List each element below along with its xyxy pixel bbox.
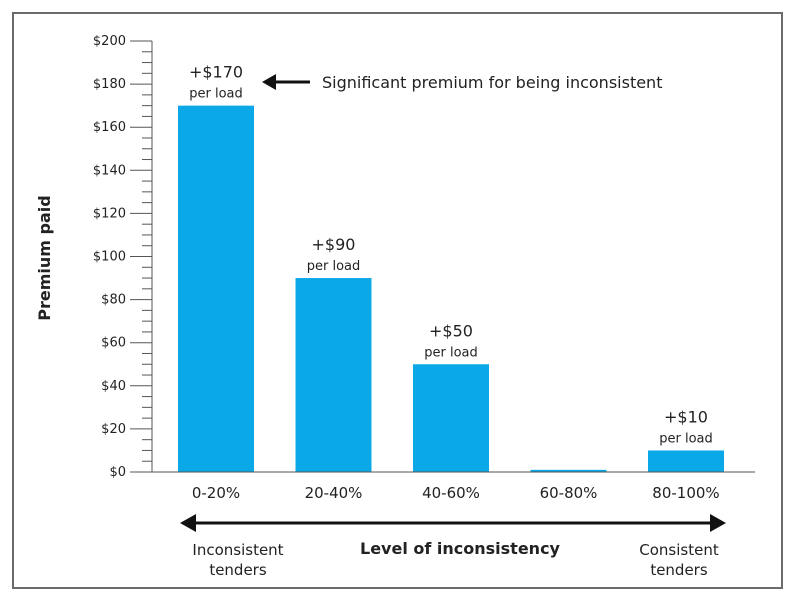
bar-value-label: +$10: [664, 407, 708, 426]
x-tick-label: 20-40%: [305, 484, 363, 502]
y-axis-title: Premium paid: [35, 195, 54, 320]
x-tick-label: 60-80%: [540, 484, 598, 502]
bar-60-80%: [530, 469, 607, 472]
annotation: Significant premium for being inconsiste…: [262, 73, 662, 92]
chart-frame: [12, 12, 783, 589]
x-tick-label: 80-100%: [652, 484, 719, 502]
x-axis: 0-20% 20-40% 40-60% 60-80% 80-100%: [152, 471, 755, 502]
y-tick-label: $180: [93, 77, 126, 92]
bar-unit-label: per load: [189, 87, 243, 102]
y-tick-label: $0: [109, 465, 126, 480]
left-end-label-line2: tenders: [209, 561, 267, 579]
bar-value-label: +$90: [312, 235, 356, 254]
inconsistency-arrow: [180, 514, 726, 532]
bar-value-label: +$50: [429, 321, 473, 340]
y-tick-label: $200: [93, 34, 126, 49]
bar-unit-label: per load: [659, 431, 713, 446]
y-tick-label: $40: [101, 379, 126, 394]
y-tick-label: $120: [93, 206, 126, 221]
double-arrow-left-head: [180, 514, 196, 532]
y-tick-label: $140: [93, 163, 126, 178]
double-arrow-right-head: [710, 514, 726, 532]
bar-0-20%: [178, 105, 254, 473]
annotation-text: Significant premium for being inconsiste…: [322, 73, 662, 92]
bar-40-60%: [413, 364, 489, 472]
bars: +$170 per load +$90 per load +$50 per load +$1…: [178, 63, 724, 473]
bar-20-40%: [295, 278, 372, 472]
y-axis: $0 $20 $40 $60 $80 $100 $120 $140 $160 $180 $200: [93, 34, 153, 480]
y-tick-label: $20: [101, 422, 126, 437]
annotation-arrow-head: [262, 74, 276, 90]
x-axis-title: Level of inconsistency: [360, 539, 561, 558]
bar-80-100%: [648, 450, 724, 472]
y-tick-label: $80: [101, 293, 126, 308]
x-tick-label: 40-60%: [422, 484, 480, 502]
bar-unit-label: per load: [307, 259, 361, 274]
left-end-label-line1: Inconsistent: [192, 541, 283, 559]
right-end-label-line1: Consistent: [639, 541, 719, 559]
bar-value-label: +$170: [189, 63, 243, 82]
x-tick-label: 0-20%: [192, 484, 240, 502]
y-tick-label: $160: [93, 120, 126, 135]
y-tick-label: $60: [101, 336, 126, 351]
y-tick-label: $100: [93, 250, 126, 265]
bar-unit-label: per load: [424, 345, 478, 360]
right-end-label-line2: tenders: [650, 561, 708, 579]
